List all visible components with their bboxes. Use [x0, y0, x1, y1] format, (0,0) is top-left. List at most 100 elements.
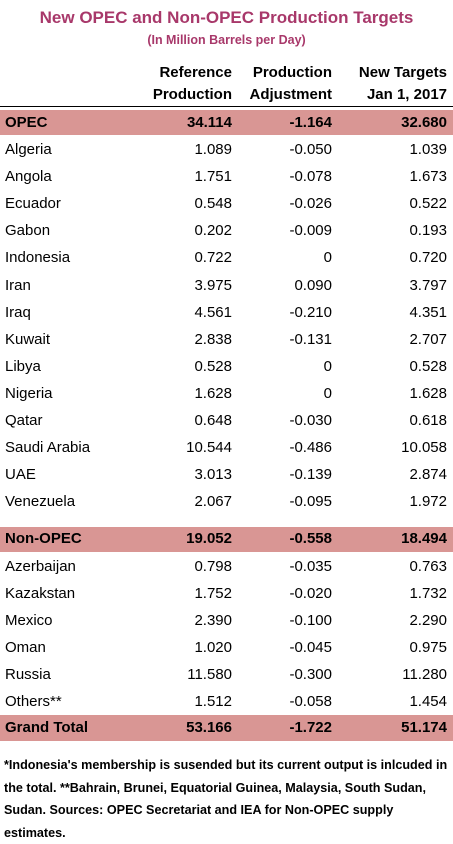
highlight-band	[0, 715, 453, 741]
cell-value: 10.544	[186, 439, 232, 457]
cell-value: -0.030	[289, 412, 332, 430]
row-name: Libya	[5, 357, 41, 375]
column-header: Production	[252, 64, 332, 81]
cell-value: -0.210	[289, 303, 332, 321]
row-name: Saudi Arabia	[5, 439, 91, 457]
row-name: Others**	[5, 693, 62, 711]
cell-value: -0.300	[289, 666, 332, 684]
row-name: Venezuela	[5, 493, 76, 511]
cell-value: 51.174	[401, 719, 447, 736]
cell-value: -0.050	[289, 141, 332, 159]
cell-value: 0.522	[409, 195, 447, 213]
column-header: Production	[152, 86, 232, 103]
cell-value: -0.078	[289, 168, 332, 186]
cell-value: 2.874	[409, 466, 447, 484]
highlight-band	[0, 526, 453, 552]
column-header: Adjustment	[249, 86, 333, 103]
row-name: Ecuador	[5, 195, 61, 213]
cell-value: 19.052	[186, 530, 232, 548]
cell-value: 34.114	[186, 113, 232, 131]
row-name: Gabon	[5, 222, 51, 240]
row-name: UAE	[5, 466, 36, 484]
cell-value: -0.558	[289, 530, 332, 548]
cell-value: 1.628	[194, 384, 232, 402]
cell-value: 4.351	[409, 303, 447, 321]
footnote: *Indonesia's membership is susended but …	[4, 758, 448, 840]
cell-value: 0.193	[409, 222, 447, 240]
cell-value: 0.090	[294, 276, 332, 294]
cell-value: 0.528	[194, 357, 232, 375]
cell-value: -0.139	[289, 466, 332, 484]
title: New OPEC and Non-OPEC Production Targets	[39, 8, 414, 27]
cell-value: -0.035	[289, 557, 332, 575]
cell-value: 1.020	[194, 639, 232, 657]
total-name: Grand Total	[5, 719, 89, 736]
row-name: Azerbaijan	[5, 557, 76, 575]
row-name: Nigeria	[5, 384, 53, 402]
cell-value: -0.095	[289, 493, 332, 511]
column-header: New Targets	[358, 64, 447, 81]
cell-value: 4.561	[194, 303, 232, 321]
cell-value: 1.972	[409, 493, 447, 511]
cell-value: 0	[323, 357, 332, 375]
cell-value: 1.039	[409, 141, 447, 159]
section-name: Non-OPEC	[5, 530, 82, 548]
cell-value: 0.528	[409, 357, 447, 375]
cell-value: 0.720	[409, 249, 447, 267]
cell-value: 2.290	[409, 612, 447, 630]
cell-value: 1.732	[409, 585, 447, 603]
row-name: Iran	[5, 276, 31, 294]
column-header: Reference	[159, 64, 232, 81]
cell-value: 0.975	[409, 639, 447, 657]
cell-value: -0.131	[289, 330, 332, 348]
cell-value: 2.707	[409, 330, 447, 348]
cell-value: 2.390	[194, 612, 232, 630]
cell-value: -0.020	[289, 585, 332, 603]
cell-value: 1.089	[194, 141, 232, 159]
cell-value: 1.628	[409, 384, 447, 402]
cell-value: 3.013	[194, 466, 232, 484]
row-name: Angola	[5, 168, 52, 186]
row-name: Qatar	[5, 412, 43, 430]
cell-value: 0.548	[194, 195, 232, 213]
cell-value: 53.166	[186, 719, 232, 736]
highlight-band	[0, 110, 453, 135]
column-header: Jan 1, 2017	[366, 86, 447, 103]
cell-value: 2.838	[194, 330, 232, 348]
cell-value: 1.752	[194, 585, 232, 603]
subtitle: (In Million Barrels per Day)	[147, 33, 306, 47]
cell-value: 0.618	[409, 412, 447, 430]
cell-value: -1.164	[289, 113, 332, 131]
row-name: Algeria	[5, 141, 52, 159]
cell-value: 18.494	[401, 530, 447, 548]
cell-value: -1.722	[289, 719, 332, 736]
cell-value: -0.486	[289, 439, 332, 457]
cell-value: 3.797	[409, 276, 447, 294]
cell-value: 1.751	[194, 168, 232, 186]
cell-value: 0.798	[194, 557, 232, 575]
cell-value: 1.512	[194, 693, 232, 711]
cell-value: 0.722	[194, 249, 232, 267]
row-name: Indonesia	[5, 249, 71, 267]
cell-value: 0.763	[409, 557, 447, 575]
row-name: Oman	[5, 639, 46, 657]
cell-value: 11.580	[187, 666, 232, 684]
cell-value: -0.045	[289, 639, 332, 657]
cell-value: 0.648	[194, 412, 232, 430]
row-name: Russia	[5, 666, 51, 684]
cell-value: -0.058	[289, 693, 332, 711]
row-name: Iraq	[5, 303, 31, 321]
cell-value: 0.202	[194, 222, 232, 240]
cell-value: -0.009	[289, 222, 332, 240]
section-name: OPEC	[5, 113, 48, 131]
cell-value: -0.026	[289, 195, 332, 213]
row-name: Mexico	[5, 612, 53, 630]
cell-value: 2.067	[194, 493, 232, 511]
cell-value: 1.454	[409, 693, 447, 711]
cell-value: -0.100	[289, 612, 332, 630]
header-rule	[0, 106, 453, 107]
cell-value: 32.680	[401, 113, 447, 131]
cell-value: 0	[323, 249, 332, 267]
row-name: Kazakstan	[5, 585, 76, 603]
